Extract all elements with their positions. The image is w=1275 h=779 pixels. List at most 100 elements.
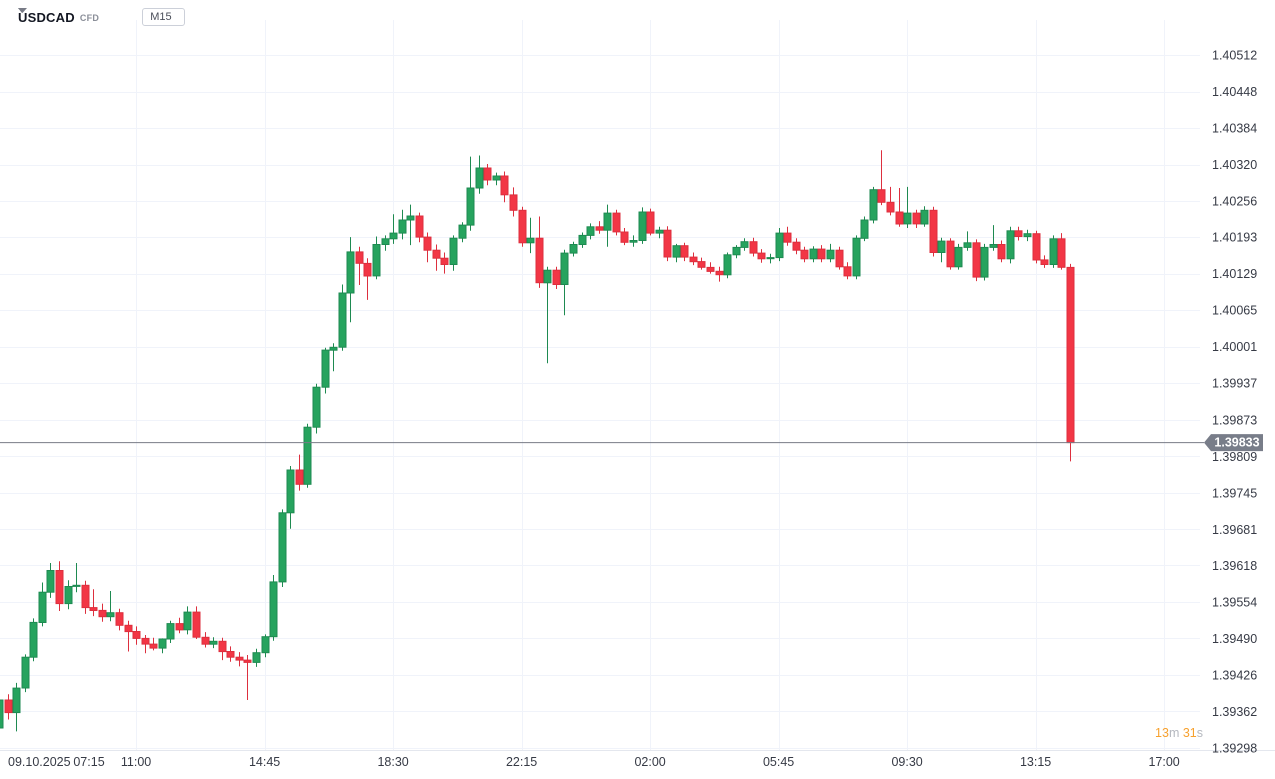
vertical-gridlines [136, 20, 1165, 750]
price-axis-labels: 1.40512 1.40448 1.40384 1.40320 1.40256 1.401… [1212, 49, 1257, 756]
candle-body [783, 232, 792, 243]
candle-body [509, 194, 518, 211]
candle-body [483, 167, 492, 181]
price-axis-tick: 1.40256 [1212, 195, 1257, 209]
candle-body [183, 611, 192, 631]
price-axis-tick: 1.39618 [1212, 559, 1257, 573]
price-axis-tick: 1.39681 [1212, 523, 1257, 537]
candle-body [372, 244, 381, 277]
candle-body [0, 699, 4, 729]
candle-body [843, 266, 852, 277]
candle-body [449, 237, 458, 265]
candle-body [46, 570, 55, 593]
time-axis-labels: 09.10.2025 07:15 11:00 14:45 18:30 22:15 02:00… [8, 755, 1180, 769]
timeframe-selector[interactable]: M15 [18, 8, 185, 26]
candle-body [997, 244, 1006, 260]
candle-body [132, 631, 141, 639]
candle-body [663, 229, 672, 258]
instrument-type-label: CFD [79, 13, 100, 23]
price-axis-tick: 1.40001 [1212, 340, 1257, 354]
candle-body [535, 237, 544, 284]
candle-body [1066, 266, 1075, 444]
candle-body [166, 623, 175, 640]
candle-body [466, 187, 475, 226]
candle-body [638, 211, 647, 241]
price-axis-tick: 1.39490 [1212, 632, 1257, 646]
candle-body [158, 638, 167, 649]
candle-body [689, 256, 698, 263]
last-price-value: 1.39833 [1214, 436, 1259, 450]
time-axis-tick: 22:15 [506, 755, 537, 769]
candle-body [115, 612, 124, 626]
candle-body [886, 201, 895, 213]
price-axis-tick: 1.39426 [1212, 668, 1257, 682]
candle-body [458, 224, 467, 239]
candle-body [835, 249, 844, 268]
candle-body [800, 249, 809, 260]
candle-body [937, 240, 946, 254]
symbol-selector[interactable]: USDCAD CFD [18, 8, 106, 25]
candle-body [817, 248, 826, 260]
candle-body [740, 241, 749, 248]
candle-body [560, 252, 569, 286]
candle-body [303, 426, 312, 485]
chart-header: USDCAD CFD M15 [18, 8, 185, 26]
candle-body [312, 386, 321, 428]
candle-body [895, 211, 904, 225]
candle-body [329, 346, 338, 351]
candle-body [912, 212, 921, 225]
candle-body [775, 232, 784, 259]
candle-body [723, 254, 732, 276]
candle-body [321, 349, 330, 388]
candle-body [98, 609, 107, 618]
candle-body [715, 270, 724, 276]
candle-body [398, 219, 407, 234]
time-axis-tick: 09.10.2025 [8, 755, 71, 769]
candle-body [612, 212, 621, 233]
candle-body [903, 212, 912, 225]
candle-body [295, 469, 304, 485]
candle-body [415, 215, 424, 238]
candle-body [603, 212, 612, 231]
candle-body [192, 611, 201, 638]
candle-body [1040, 259, 1049, 265]
price-axis-tick: 1.40448 [1212, 85, 1257, 99]
time-axis-tick: 05:45 [763, 755, 794, 769]
candle-body [578, 234, 587, 245]
price-axis-tick: 1.39873 [1212, 413, 1257, 427]
candle-body [149, 643, 158, 649]
candle-body [697, 261, 706, 268]
candle-body [706, 266, 715, 272]
timeframe-value: M15 [150, 11, 172, 23]
candle-body [381, 238, 390, 246]
candle-body [1057, 238, 1066, 268]
candle-body [1049, 238, 1058, 266]
time-axis-tick: 18:30 [377, 755, 408, 769]
candle-body [355, 251, 364, 264]
candle-body [543, 269, 552, 284]
candle-body [552, 269, 561, 286]
candle-body [440, 257, 449, 266]
candle-body [201, 636, 210, 645]
candle-body [809, 248, 818, 260]
candle-body [869, 189, 878, 221]
candle-body [338, 292, 347, 348]
candle-body [55, 570, 64, 605]
price-axis-tick: 1.39362 [1212, 705, 1257, 719]
candle-body [423, 236, 432, 251]
price-axis-tick: 1.39554 [1212, 595, 1257, 609]
candle-body [629, 240, 638, 243]
candle-body [243, 659, 252, 663]
time-axis-tick: 09:30 [891, 755, 922, 769]
candle-body [877, 189, 886, 203]
candle-body [595, 226, 604, 231]
candle-body [141, 637, 150, 645]
time-axis-tick: 07:15 [73, 755, 104, 769]
candle-body [106, 612, 115, 618]
candle-body [586, 226, 595, 236]
candle-body [492, 175, 501, 181]
time-axis-tick: 13:15 [1020, 755, 1051, 769]
candle-body [1032, 233, 1041, 261]
